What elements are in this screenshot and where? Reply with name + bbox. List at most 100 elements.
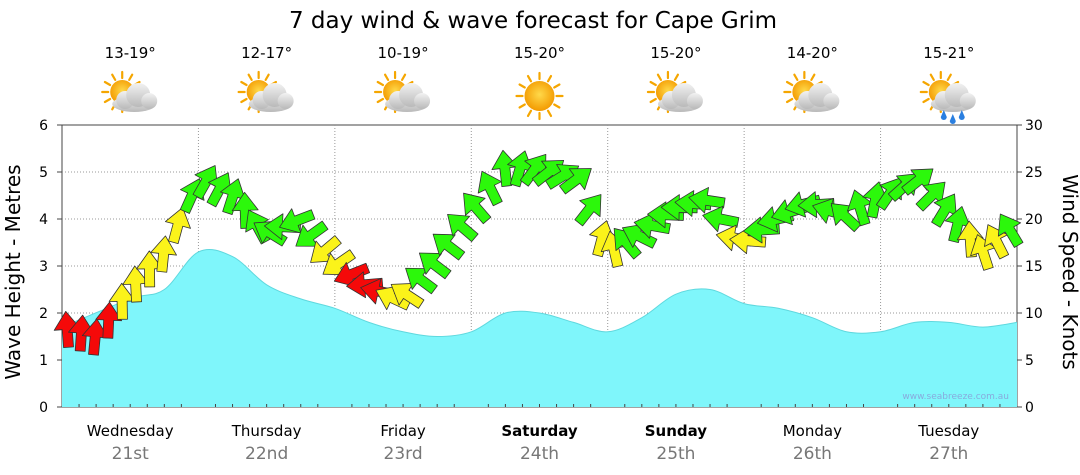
day-temperature: 15-21° [923,44,974,62]
cloud-puff [414,93,431,109]
sun-ray [526,74,533,83]
sun-ray [111,73,117,81]
sun-ray [785,97,794,104]
sun-ray [922,97,930,104]
day-temperature: 14-20° [787,44,838,62]
wind-arrow [688,187,726,214]
day-name-label: Monday [783,422,842,440]
rain-drop [940,110,947,120]
wind-arrow-shape [346,271,384,299]
cloud-puff [959,93,976,109]
day-temperature: 10-19° [378,44,429,62]
partly-cloudy-icon [101,70,158,114]
wind-arrow [647,201,685,229]
chart-title: 7 day wind & wave forecast for Cape Grim [289,8,777,34]
sun-ray [546,109,553,118]
sun-ray [946,73,952,81]
right-axis-label: Wind Speed - Knots [1058,174,1080,370]
right-tick-label: 10 [1025,306,1043,322]
sun-ray [526,109,533,118]
cloud-shape [112,83,158,112]
cloud-shape [248,83,294,112]
cloud-puff [823,93,840,109]
right-tick-label: 0 [1025,400,1034,416]
wind-arrow [150,235,177,273]
day-temperature: 12-17° [241,44,292,62]
wind-arrow-shape [647,201,685,229]
sun-ray [518,103,526,109]
cloud-puff [277,93,294,109]
day-name-label: Friday [380,422,426,440]
sun-rays [515,71,564,121]
wind-arrow-shape [559,168,592,195]
wind-arrow [574,194,602,227]
cloud-shape [385,83,431,112]
wind-arrows [53,149,1024,356]
day-date-label: 22nd [245,444,288,464]
sun-ray [929,73,935,81]
wind-arrow [463,192,492,225]
right-tick-label: 25 [1025,165,1043,181]
sun-ray [553,103,561,109]
wave-height-line [61,249,1018,338]
partly-cloudy-icon [373,70,431,114]
cloud-shape [930,83,976,112]
wind-arrow [559,168,592,195]
right-tick-label: 5 [1025,353,1034,369]
cloud-puff [686,93,703,109]
right-tick-label: 20 [1025,212,1043,228]
wind-arrow [447,213,479,243]
left-tick-label: 1 [39,353,48,369]
wind-arrow-shape [688,187,726,214]
wind-arrow-shape [432,233,466,261]
wind-arrow-shape [997,213,1024,248]
right-tick-label: 15 [1025,259,1043,275]
sun-ray [649,97,657,104]
rain-drop [958,110,965,120]
day-date-label: 24th [520,444,559,464]
day-temperature: 13-19° [105,44,156,62]
sun-ray [383,73,390,81]
sun-ray [103,80,112,87]
sun-ray [673,73,680,81]
sun-ray [656,73,663,81]
sun-ray [128,73,134,81]
credit-text: www.seabreeze.com.au [902,392,1009,402]
day-date-label: 21st [112,444,149,464]
sun-ray [264,73,270,81]
day-temperature: 15-20° [650,44,701,62]
sun-ray [400,73,407,81]
wind-arrow [997,213,1024,248]
wave-height-area [62,249,1017,407]
sun-ray [518,83,526,89]
wind-arrow-shape [463,192,492,225]
sun-ray [810,73,816,81]
day-temperature: 15-20° [514,44,565,62]
wind-arrow-shape [165,207,191,245]
wind-arrow [742,216,780,244]
sun-ray [649,80,657,87]
day-name-label: Thursday [231,422,302,440]
wind-arrow-shape [95,301,123,339]
sun-ray [376,97,385,104]
sun-ray [922,80,930,87]
wind-arrow-shape [574,194,602,227]
wind-arrow-shape [447,213,479,243]
left-axis-label: Wave Height - Metres [1,164,25,379]
sun-disc [524,81,555,111]
partly-cloudy-icon [237,70,294,114]
partly-cloudy-icon [783,70,840,114]
left-tick-label: 0 [39,400,48,416]
cloud-shape [794,83,840,112]
sun-ray [785,80,794,87]
minor-ticks [78,404,1001,407]
wind-arrow [432,233,466,261]
day-name-label: Wednesday [87,422,174,440]
day-date-label: 27th [929,444,968,464]
wind-arrow-shape [150,235,177,273]
day-date-label: 26th [793,444,832,464]
right-tick-label: 30 [1025,118,1043,134]
day-name-label: Saturday [501,422,578,440]
left-tick-label: 3 [39,259,48,275]
left-tick-label: 2 [39,306,48,322]
